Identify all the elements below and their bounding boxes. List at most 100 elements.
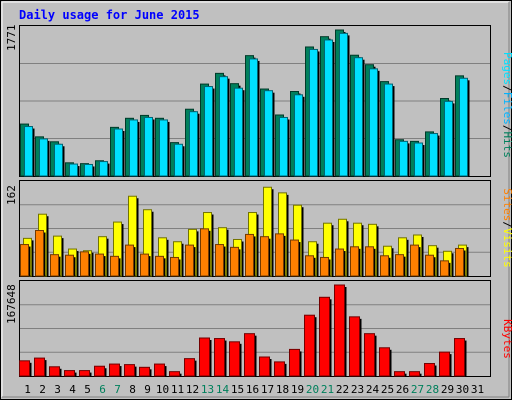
bar-sites-day-22	[335, 248, 344, 277]
bar-sites-day-29	[440, 260, 449, 277]
bar-pages-day-23	[354, 57, 363, 177]
panel-3-ytick-label: 167648	[5, 284, 18, 324]
bar-sites-day-23	[350, 246, 359, 277]
panel-3-bars	[19, 284, 467, 377]
bar-sites-day-21	[320, 256, 329, 277]
bar-kbytes-day-22	[334, 284, 345, 377]
legend-separator: /	[501, 125, 512, 132]
legend-separator: /	[501, 221, 512, 228]
bar-kbytes-day-3	[49, 366, 60, 377]
x-label-day-28: 28	[426, 383, 439, 396]
bar-kbytes-day-15	[229, 341, 240, 377]
bar-kbytes-day-17	[259, 356, 270, 377]
bar-kbytes-day-26	[394, 371, 405, 377]
bar-pages-day-12	[189, 111, 198, 177]
x-axis-day-labels: 1 2 3 4 5 6 7 8 9 10 11 12 13 14 15 16 17 18 19 20 21 22 23 24 2…	[24, 383, 484, 396]
legend-kbytes: KBytes	[501, 319, 512, 359]
x-label-day-2: 2	[39, 383, 46, 396]
x-label-day-17: 17	[261, 383, 274, 396]
bar-sites-day-2	[35, 230, 44, 277]
x-label-day-3: 3	[54, 383, 61, 396]
bar-kbytes-day-29	[439, 351, 450, 377]
bar-kbytes-day-5	[79, 370, 90, 377]
panel-2-legend: Sites/Visits	[501, 188, 512, 268]
x-label-day-16: 16	[246, 383, 259, 396]
panel-1-legend: Pages/Files/Hits	[501, 52, 512, 158]
bar-sites-day-9	[140, 253, 149, 277]
legend-hits: Hits	[501, 132, 512, 159]
legend-separator: /	[501, 85, 512, 92]
panel-1-ytick-label: 1771	[5, 25, 18, 52]
bar-pages-day-18	[279, 116, 288, 177]
x-label-day-19: 19	[291, 383, 304, 396]
bar-kbytes-day-25	[379, 347, 390, 377]
bar-pages-day-22	[339, 32, 348, 177]
bar-sites-day-28	[425, 254, 434, 277]
bar-sites-day-12	[185, 244, 194, 277]
bar-kbytes-day-16	[244, 333, 255, 377]
bar-sites-day-20	[305, 255, 314, 277]
bar-sites-day-30	[455, 247, 464, 277]
bar-pages-day-26	[399, 140, 408, 177]
bar-pages-day-19	[294, 94, 303, 177]
legend-files: Files	[501, 92, 512, 125]
bar-pages-day-24	[369, 68, 378, 177]
x-label-day-9: 9	[144, 383, 151, 396]
legend-visits: Visits	[501, 228, 512, 268]
x-label-day-4: 4	[69, 383, 76, 396]
panel-kbytes: 167648 KBytes	[5, 280, 512, 377]
x-label-day-14: 14	[216, 383, 230, 396]
x-label-day-27: 27	[411, 383, 424, 396]
bar-sites-day-13	[200, 228, 209, 277]
chart-title: Daily usage for June 2015	[19, 8, 200, 22]
bar-kbytes-day-20	[304, 314, 315, 377]
bar-pages-day-15	[234, 87, 243, 177]
bar-kbytes-day-23	[349, 316, 360, 377]
x-label-day-22: 22	[336, 383, 349, 396]
panel-1-bars	[20, 29, 470, 177]
bar-kbytes-day-13	[199, 337, 210, 377]
bar-pages-day-6	[99, 161, 108, 177]
bar-kbytes-day-12	[184, 358, 195, 377]
bar-pages-day-11	[174, 143, 183, 177]
bar-pages-day-29	[444, 100, 453, 177]
bar-kbytes-day-28	[424, 363, 435, 377]
bar-sites-day-8	[125, 244, 134, 277]
bar-sites-day-27	[410, 244, 419, 277]
bar-kbytes-day-4	[64, 370, 75, 377]
bar-sites-day-26	[395, 254, 404, 277]
x-label-day-25: 25	[381, 383, 394, 396]
bar-sites-day-25	[380, 255, 389, 277]
bar-pages-day-1	[24, 126, 33, 177]
panel-visits-sites: 162 Sites/Visits	[5, 180, 512, 277]
bar-sites-day-16	[245, 233, 254, 277]
bar-kbytes-day-7	[109, 363, 120, 377]
bar-pages-day-3	[54, 143, 63, 177]
bar-kbytes-day-21	[319, 296, 330, 377]
bar-sites-day-17	[260, 236, 269, 277]
x-label-day-20: 20	[306, 383, 319, 396]
bar-pages-day-13	[204, 86, 213, 177]
bar-kbytes-day-14	[214, 338, 225, 377]
bar-pages-day-4	[69, 163, 78, 177]
bar-sites-day-5	[80, 251, 89, 277]
x-label-day-8: 8	[129, 383, 136, 396]
bar-pages-day-30	[459, 77, 468, 177]
panel-3-legend: KBytes	[501, 319, 512, 359]
bar-pages-day-2	[39, 138, 48, 177]
bar-pages-day-9	[144, 116, 153, 177]
bar-pages-day-20	[309, 48, 318, 177]
x-label-day-12: 12	[186, 383, 199, 396]
x-label-day-13: 13	[201, 383, 214, 396]
bar-sites-day-10	[155, 255, 164, 277]
legend-sites: Sites	[501, 188, 512, 221]
bar-kbytes-day-24	[364, 333, 375, 377]
bar-kbytes-day-10	[154, 363, 165, 377]
bar-pages-day-28	[429, 133, 438, 177]
bar-pages-day-5	[84, 163, 93, 177]
bar-sites-day-19	[290, 239, 299, 277]
bar-sites-day-14	[215, 244, 224, 277]
bar-kbytes-day-27	[409, 371, 420, 377]
bar-sites-day-7	[110, 255, 119, 277]
